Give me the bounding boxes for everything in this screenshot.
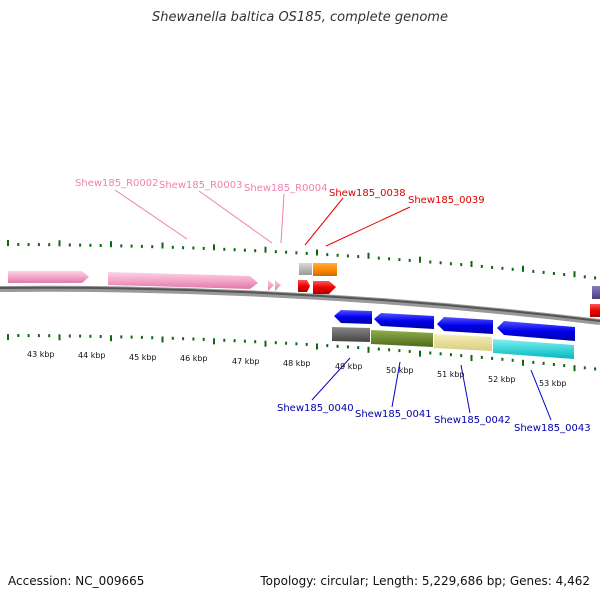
feature-label-gene[interactable]: Shew185_0038	[329, 188, 406, 199]
gene-feature-dark[interactable]	[332, 327, 370, 342]
connector-line	[198, 190, 273, 244]
gene-feature-khaki[interactable]	[434, 334, 492, 351]
gene-feature-red[interactable]	[298, 280, 310, 292]
connector-line	[391, 361, 401, 408]
connector-line	[460, 364, 471, 414]
genome-title: Shewanella baltica OS185, complete genom…	[152, 10, 448, 25]
gene-feature-blue[interactable]	[437, 317, 493, 334]
feature-label-gene[interactable]: Shew185_0039	[408, 195, 485, 206]
feature-label-gene[interactable]: Shew185_0043	[514, 423, 591, 434]
connector-line	[114, 189, 188, 240]
kbp-tick-label: 46 kbp	[180, 354, 208, 363]
kbp-tick-label: 47 kbp	[232, 357, 260, 366]
label-connectors	[114, 189, 552, 421]
connector-line	[325, 206, 411, 247]
gene-feature-olive[interactable]	[371, 330, 433, 347]
gene-feature-red[interactable]	[590, 304, 600, 317]
kbp-tick-label: 51 kbp	[437, 370, 465, 379]
kbp-tick-label: 49 kbp	[335, 362, 363, 371]
kbp-tick-label: 52 kbp	[488, 375, 516, 384]
gene-feature-blue[interactable]	[374, 313, 434, 329]
feature-label-gene[interactable]: Shew185_0040	[277, 403, 354, 414]
rna-feature-bar[interactable]	[8, 271, 89, 283]
gene-feature-blue[interactable]	[497, 321, 575, 341]
feature-label-gene[interactable]: Shew185_0042	[434, 415, 511, 426]
outer-tick-track	[7, 240, 597, 280]
gene-feature-purple[interactable]	[592, 286, 600, 299]
rna-feature-arrow[interactable]	[275, 280, 281, 291]
kbp-tick-label: 45 kbp	[129, 353, 157, 362]
kbp-tick-label: 48 kbp	[283, 359, 311, 368]
gene-feature-orange[interactable]	[313, 263, 337, 276]
accession-text: Accession: NC_009665	[8, 574, 145, 588]
connector-line	[280, 193, 285, 244]
genome-backbone-highlight	[0, 286, 600, 322]
connector-line	[311, 357, 351, 401]
kbp-tick-label: 53 kbp	[539, 379, 567, 388]
connector-line	[530, 369, 552, 421]
feature-label-rna[interactable]: Shew185_R0003	[159, 180, 243, 191]
gene-feature-cyan[interactable]	[493, 339, 574, 359]
gene-feature-gray[interactable]	[299, 263, 312, 275]
feature-label-gene[interactable]: Shew185_0041	[355, 409, 432, 420]
topology-text: Topology: circular; Length: 5,229,686 bp…	[260, 574, 590, 588]
kbp-tick-label: 50 kbp	[386, 366, 414, 375]
feature-label-rna[interactable]: Shew185_R0002	[75, 178, 159, 189]
connector-line	[304, 197, 344, 246]
kbp-tick-label: 44 kbp	[78, 351, 106, 360]
kbp-tick-label: 43 kbp	[27, 350, 55, 359]
gene-feature-red[interactable]	[313, 281, 336, 294]
inner-tick-track	[7, 334, 597, 372]
rna-feature-arrow[interactable]	[268, 280, 274, 291]
feature-label-rna[interactable]: Shew185_R0004	[244, 183, 328, 194]
gene-feature-blue[interactable]	[334, 310, 372, 324]
genome-backbone	[0, 285, 600, 325]
rna-feature-bar[interactable]	[108, 272, 258, 289]
